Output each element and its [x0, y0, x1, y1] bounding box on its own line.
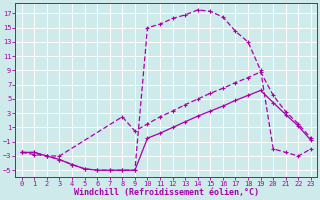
X-axis label: Windchill (Refroidissement éolien,°C): Windchill (Refroidissement éolien,°C) — [74, 188, 259, 197]
